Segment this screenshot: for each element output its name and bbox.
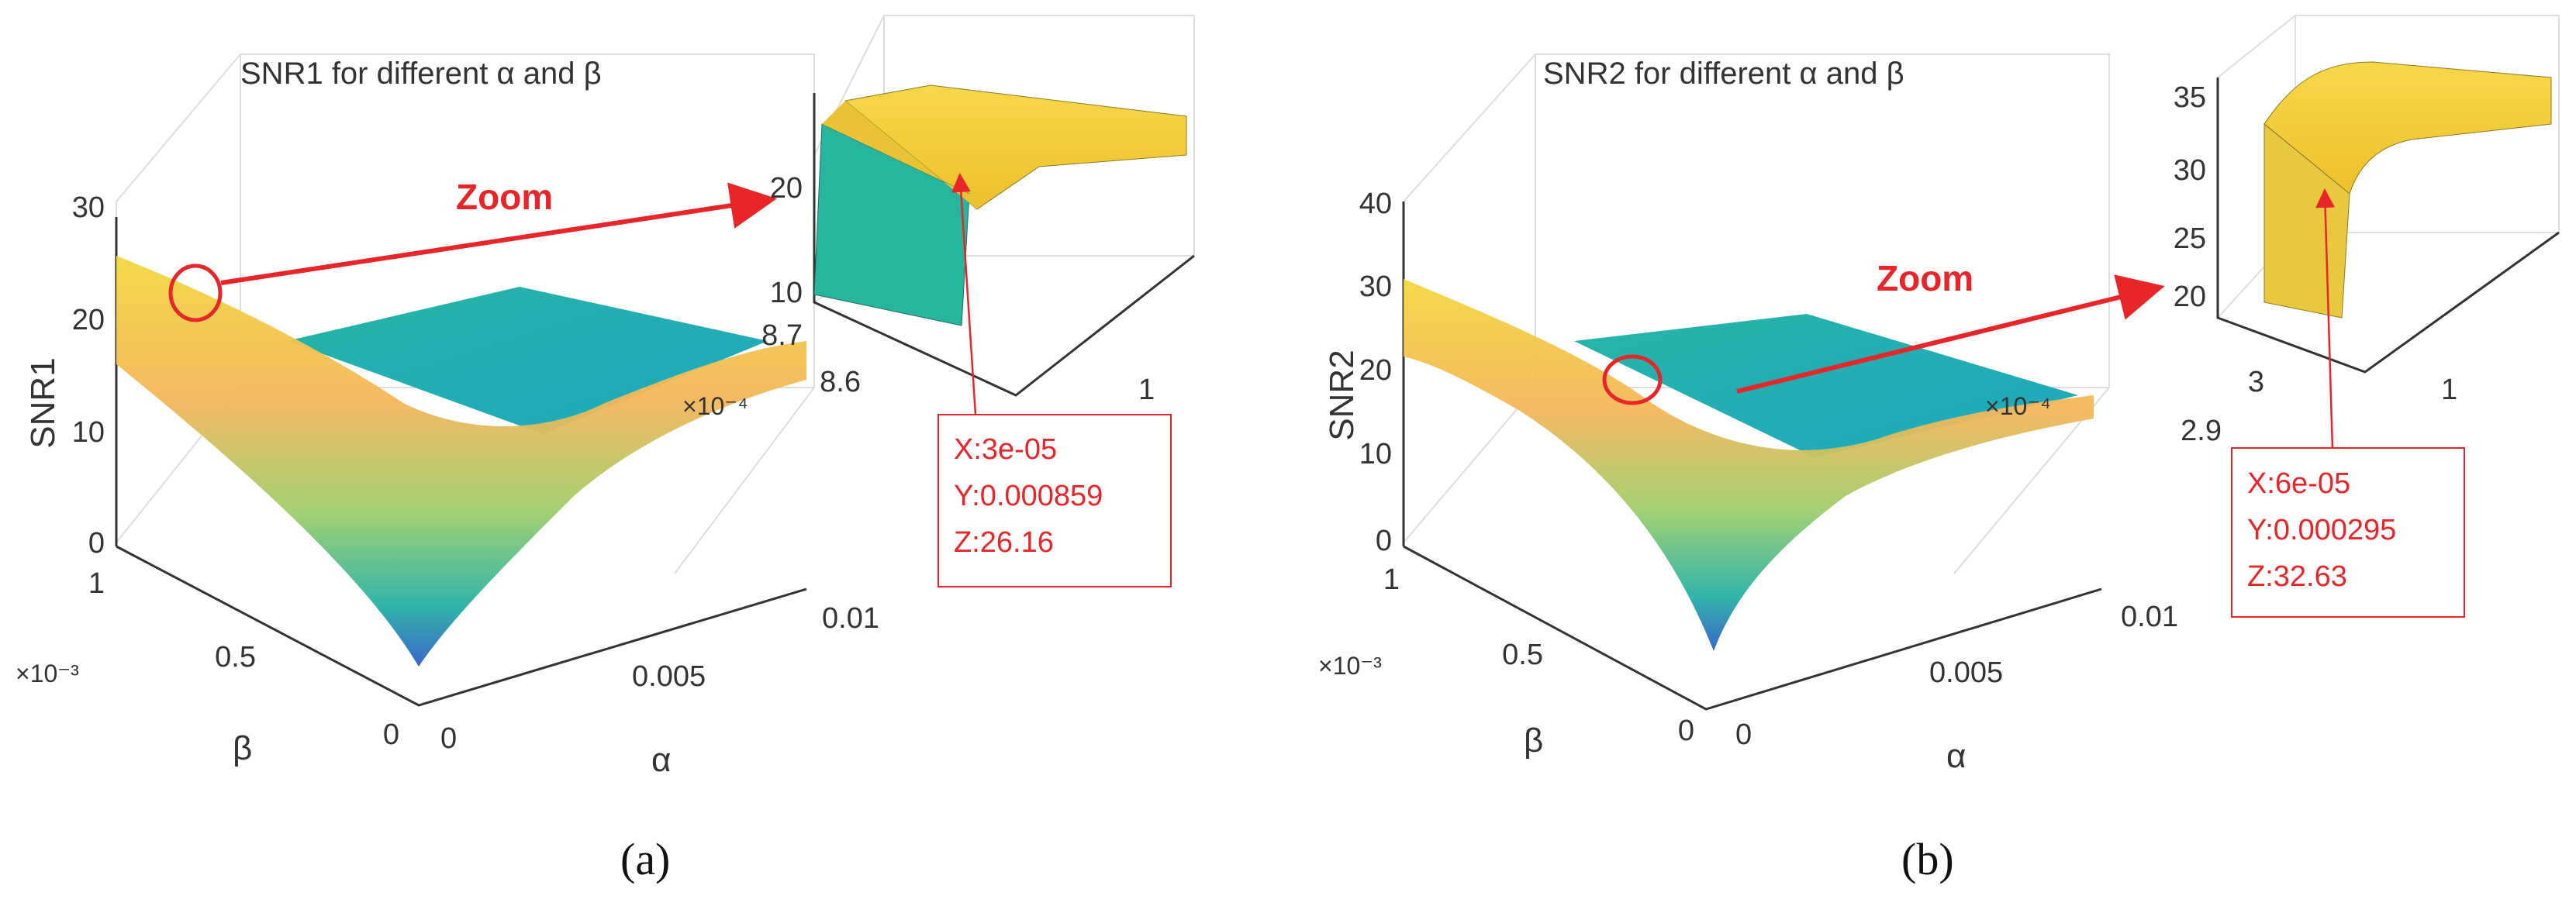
x-exponent-b: ×10⁻⁴: [1985, 392, 2051, 420]
inset-b-top: [2263, 61, 2552, 195]
x-tick-a-1: 0.005: [632, 660, 706, 693]
inset-a-x-tick-0: 1: [1138, 374, 1155, 406]
datatip-a-y: Y:0.000859: [954, 480, 1103, 512]
datatip-box-b: [2231, 447, 2465, 618]
z-tick-a-1: 10: [72, 416, 105, 449]
z-tick-a-2: 20: [72, 304, 105, 336]
z-label-b: SNR2: [1323, 350, 1361, 440]
datatip-arrow-b: [2315, 188, 2336, 450]
y-tick-b-2: 1: [1383, 563, 1400, 596]
inset-b: 20 25 30 35 3 2.9 1: [2174, 15, 2560, 447]
datatip-b-z: Z:32.63: [2247, 560, 2347, 593]
x-label-a: α: [651, 741, 671, 779]
inset-b-y-tick-1: 3: [2248, 366, 2264, 398]
inset-a: 10 20 8.7 8.6 1: [761, 15, 1195, 406]
x-label-b: α: [1946, 737, 1966, 775]
inset-b-y-tick-0: 2.9: [2181, 415, 2222, 447]
inset-a-side: [813, 123, 970, 326]
chart-title-a: SNR1 for different α and β: [240, 57, 602, 91]
surface-a-flat: [287, 287, 768, 434]
inset-b-side: [2263, 122, 2350, 319]
inset-b-z-tick-3: 35: [2174, 81, 2206, 114]
z-tick-a-3: 30: [72, 191, 105, 224]
y-tick-a-0: 0: [383, 718, 399, 751]
datatip-a-x: X:3e-05: [954, 433, 1057, 466]
datatip-arrow-a: [951, 173, 977, 415]
panel-a: 0 10 20 30 SNR1 1 0.5 0 ×10⁻³ β 0 0.005 …: [16, 15, 1195, 884]
inset-a-y-tick-1: 8.7: [761, 319, 803, 352]
y-label-a: β: [233, 729, 252, 767]
z-tick-b-0: 0: [1376, 525, 1392, 557]
panel-label-a: (a): [620, 834, 670, 884]
datatip-a-z: Z:26.16: [954, 526, 1054, 559]
x-tick-b-2: 0.01: [2121, 601, 2178, 633]
panel-b: 0 10 20 30 40 SNR2 1 0.5 0 ×10⁻³ β 0 0.0…: [1318, 15, 2560, 884]
z-tick-b-3: 30: [1359, 270, 1392, 303]
y-tick-a-1: 0.5: [215, 641, 256, 674]
x-tick-b-1: 0.005: [1929, 656, 2003, 689]
y-tick-b-1: 0.5: [1502, 639, 1543, 671]
x-exponent-a: ×10⁻⁴: [682, 392, 748, 420]
z-label-a: SNR1: [24, 357, 62, 448]
z-tick-a-0: 0: [88, 527, 105, 560]
y-label-b: β: [1524, 722, 1543, 760]
inset-b-z-tick-1: 25: [2174, 222, 2206, 255]
zoom-label-a: Zoom: [456, 177, 553, 217]
datatip-box-a: [938, 414, 1172, 587]
x-tick-b-0: 0: [1735, 718, 1752, 751]
datatip-b-x: X:6e-05: [2247, 467, 2350, 500]
x-tick-a-2: 0.01: [822, 602, 879, 635]
panel-label-b: (b): [1901, 834, 1954, 884]
inset-a-y-tick-0: 8.6: [820, 366, 861, 398]
datatip-b-y: Y:0.000295: [2247, 514, 2396, 546]
zoom-circle-a: [168, 264, 223, 322]
surface-b-main: [1404, 279, 2094, 651]
chart-title-b: SNR2 for different α and β: [1543, 57, 1904, 91]
inset-b-x-tick-0: 1: [2441, 374, 2457, 406]
zoom-circle-b: [1602, 354, 1663, 405]
inset-a-z-tick-0: 10: [770, 277, 803, 309]
inset-b-z-tick-2: 30: [2174, 154, 2206, 187]
y-tick-b-0: 0: [1678, 715, 1694, 747]
surface-a-main: [116, 256, 806, 667]
inset-b-z-tick-0: 20: [2174, 281, 2206, 313]
x-tick-a-0: 0: [440, 722, 457, 755]
axes-lines-b: [1402, 202, 2102, 711]
y-exponent-a: ×10⁻³: [16, 660, 79, 687]
zoom-label-b: Zoom: [1877, 258, 1973, 298]
inset-a-z-tick-1: 20: [770, 172, 803, 205]
zoom-arrow-b: [1736, 274, 2165, 394]
z-tick-b-2: 20: [1359, 354, 1392, 387]
z-tick-b-1: 10: [1359, 438, 1392, 470]
y-tick-a-2: 1: [88, 567, 105, 600]
zoom-arrow-a: [220, 182, 777, 285]
y-exponent-b: ×10⁻³: [1318, 652, 1382, 680]
z-tick-b-4: 40: [1359, 188, 1392, 220]
